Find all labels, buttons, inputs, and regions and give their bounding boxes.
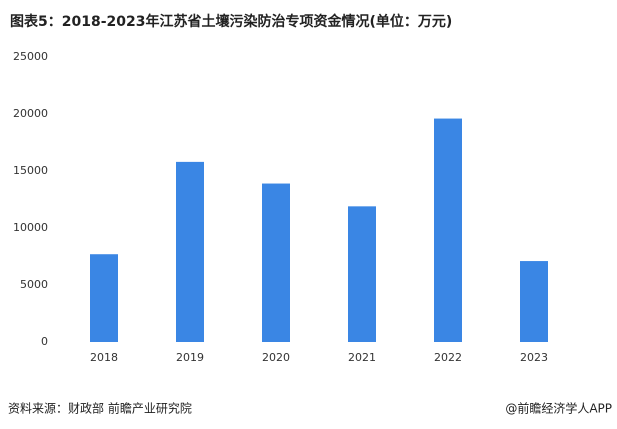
x-tick-label: 2020 xyxy=(262,351,290,364)
y-tick-label: 15000 xyxy=(13,164,48,177)
x-tick-label: 2022 xyxy=(434,351,462,364)
y-tick-label: 25000 xyxy=(13,50,48,63)
bar xyxy=(90,254,118,342)
bar xyxy=(262,183,290,342)
y-tick-label: 0 xyxy=(41,335,48,348)
bar xyxy=(348,206,376,342)
credit: @前瞻经济学人APP xyxy=(505,401,612,416)
y-tick-label: 10000 xyxy=(13,221,48,234)
x-tick-label: 2023 xyxy=(520,351,548,364)
x-tick-label: 2021 xyxy=(348,351,376,364)
x-tick-label: 2018 xyxy=(90,351,118,364)
source: 资料来源：财政部 前瞻产业研究院 xyxy=(8,401,192,416)
bar xyxy=(434,118,462,342)
x-tick-label: 2019 xyxy=(176,351,204,364)
chart-title: 图表5：2018-2023年江苏省土壤污染防治专项资金情况(单位：万元) xyxy=(10,13,452,30)
y-tick-label: 20000 xyxy=(13,107,48,120)
bar xyxy=(520,261,548,342)
bar xyxy=(176,161,204,342)
y-tick-label: 5000 xyxy=(20,278,48,291)
